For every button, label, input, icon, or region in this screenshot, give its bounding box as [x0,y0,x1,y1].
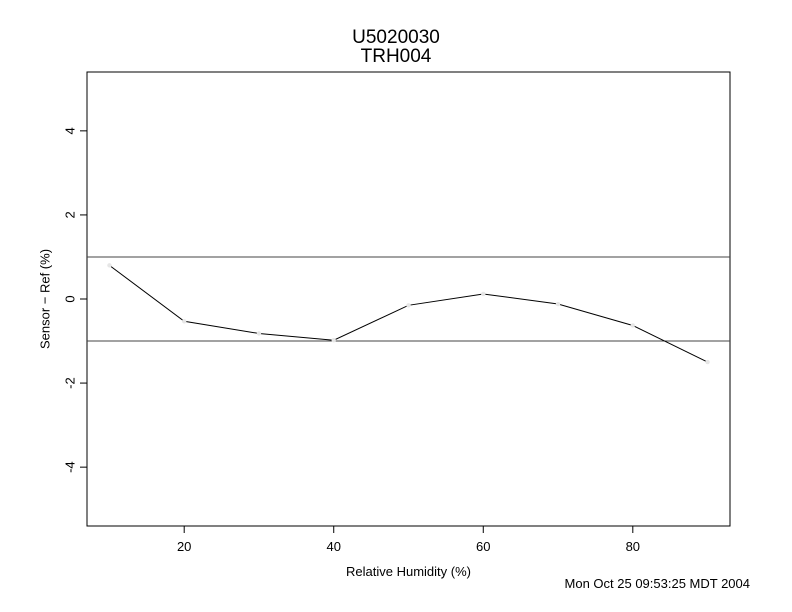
y-tick-label: 2 [62,211,77,218]
x-tick-label: 40 [326,539,340,554]
data-point [481,291,486,297]
y-axis-label: Sensor − Ref (%) [37,248,53,350]
x-tick-label: 60 [476,539,490,554]
chart-subtitle: TRH004 [360,46,432,67]
x-tick-label: 20 [177,539,191,554]
data-point [630,323,636,328]
series-line [109,264,708,363]
y-tick-label: -2 [62,377,77,389]
timestamp: Mon Oct 25 09:53:25 MDT 2004 [564,576,750,591]
y-tick-label: 0 [62,295,77,302]
data-point [555,301,561,307]
y-tick-label: 4 [62,127,77,134]
data-point [705,359,710,365]
data-point [331,337,336,343]
plot-frame [86,71,731,527]
x-tick-label: 80 [626,539,640,554]
x-axis-label: Relative Humidity (%) [346,564,471,579]
data-point [256,331,262,336]
data-point [406,303,411,308]
data-point [107,263,112,268]
data-point [181,319,187,324]
y-tick-label: -4 [62,461,77,473]
chart-title: U5020030 [352,27,440,48]
